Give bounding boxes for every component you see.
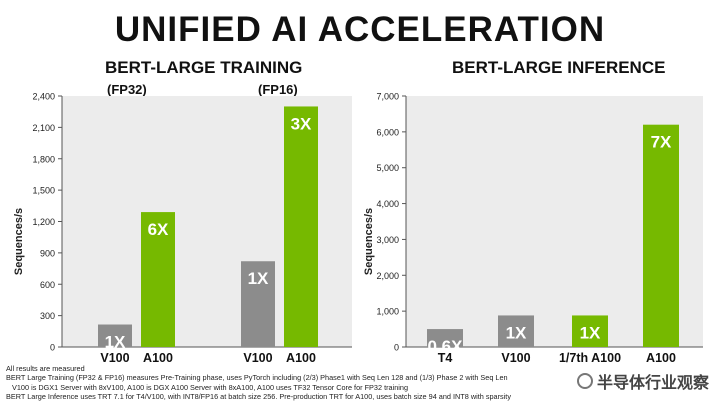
inference-y-tick-label: 7,000 [376,92,399,102]
inference-bar-value-label: 1X [506,323,527,342]
training-y-tick-label: 2,100 [32,123,55,133]
training-x-category-label: A100 [143,351,173,365]
inference-bar [498,315,534,347]
inference-bar [643,124,679,347]
training-y-tick-label: 1,500 [32,186,55,196]
training-y-tick-label: 300 [40,311,55,321]
training-bar [284,106,318,347]
footnote-line: All results are measured [6,364,85,373]
training-y-tick-label: 900 [40,248,55,258]
inference-x-category-label: 1/7th A100 [559,351,621,365]
inference-bar-value-label: 7X [651,133,672,152]
inference-bar [572,315,608,347]
training-y-axis-label: Sequences/s [13,208,25,275]
fp32-group-label: (FP32) [107,82,147,97]
watermark: 半导体行业观察 [573,368,712,394]
training-bar-value-label: 3X [291,114,312,133]
inference-y-tick-label: 0 [394,343,399,353]
inference-x-category-label: V100 [501,351,530,365]
training-y-tick-label: 2,400 [32,92,55,102]
footnotes: All results are measured BERT Large Trai… [6,364,606,402]
training-y-tick-label: 0 [50,343,55,353]
inference-y-tick-label: 1,000 [376,307,399,317]
fp16-group-label: (FP16) [258,82,298,97]
watermark-logo-icon [576,373,593,389]
training-y-tick-label: 600 [40,280,55,290]
footnote-line: BERT Large Training (FP32 & FP16) measur… [6,373,508,383]
inference-x-category-label: A100 [646,351,676,365]
watermark-text: 半导体行业观察 [596,375,709,392]
inference-y-tick-label: 4,000 [376,199,399,209]
training-bar [141,212,175,347]
inference-y-tick-label: 5,000 [376,163,399,173]
inference-bar-value-label: 1X [580,323,601,342]
training-bar [98,324,132,347]
training-bar-value-label: 1X [248,269,269,288]
training-chart-title: BERT-LARGE TRAINING [105,58,303,77]
inference-bar-value-label: 0.6X [428,337,464,356]
inference-y-tick-label: 2,000 [376,271,399,281]
training-x-category-label: V100 [243,351,272,365]
training-x-category-label: V100 [100,351,129,365]
training-x-category-label: A100 [286,351,316,365]
training-y-tick-label: 1,800 [32,154,55,164]
inference-y-axis-label: Sequences/s [363,208,375,275]
training-bar-value-label: 6X [148,220,169,239]
footnote-line: BERT Large Inference uses TRT 7.1 for T4… [6,392,511,402]
training-bar-value-label: 1X [105,333,126,352]
training-bar [241,261,275,347]
inference-x-category-label: T4 [438,351,453,365]
inference-y-tick-label: 3,000 [376,235,399,245]
inference-bar [427,329,463,347]
page-title: UNIFIED AI ACCELERATION [114,10,606,49]
training-y-tick-label: 1,200 [32,217,55,227]
footnote-line: V100 is DGX1 Server with 8xV100, A100 is… [12,382,408,392]
inference-y-tick-label: 6,000 [376,127,399,137]
inference-chart-title: BERT-LARGE INFERENCE [452,58,666,77]
